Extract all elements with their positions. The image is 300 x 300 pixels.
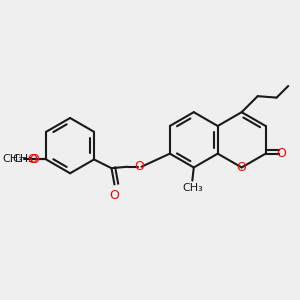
Text: CH₃: CH₃ xyxy=(2,154,23,164)
Text: O: O xyxy=(237,161,247,174)
Text: CH₃: CH₃ xyxy=(182,184,203,194)
Text: O: O xyxy=(134,160,144,173)
Text: O: O xyxy=(277,147,286,160)
Text: CH₃: CH₃ xyxy=(13,154,33,164)
Text: O: O xyxy=(30,153,39,166)
Text: O: O xyxy=(28,153,38,166)
Text: O: O xyxy=(110,189,119,202)
